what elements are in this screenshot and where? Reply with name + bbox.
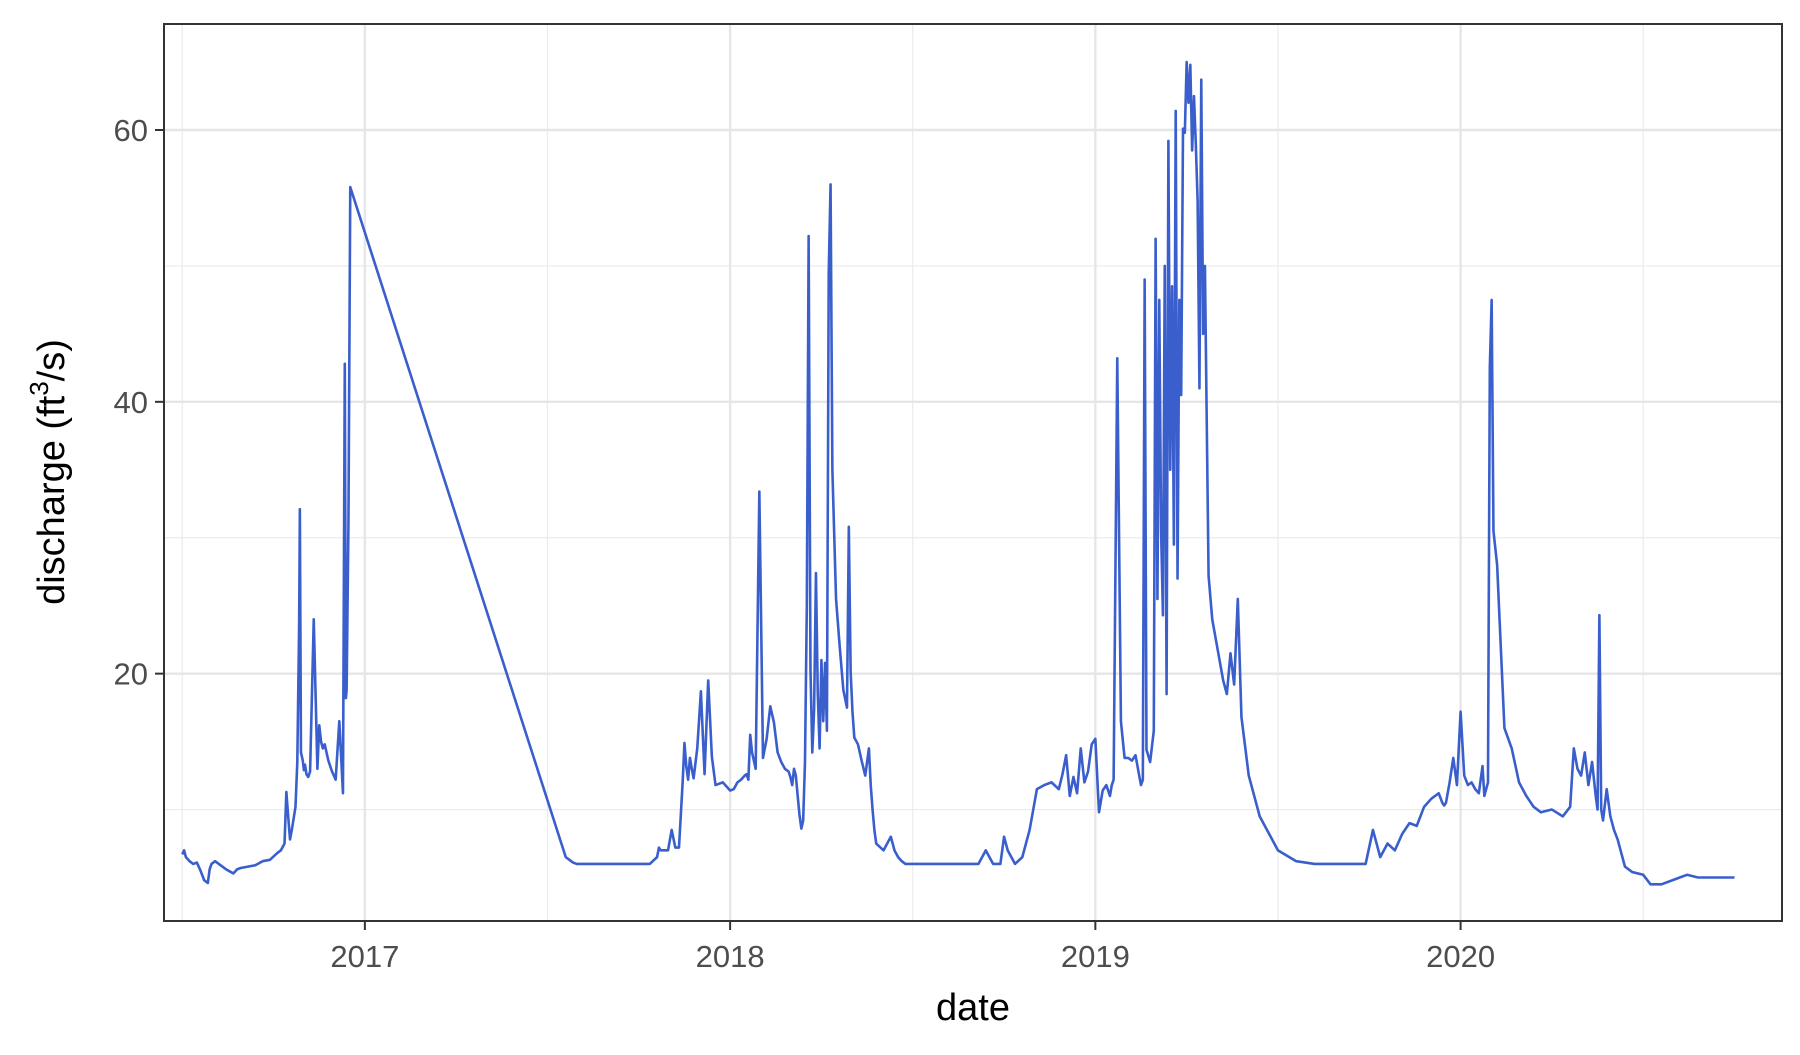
x-axis-ticks: 2017 2018 2019 2020 <box>330 921 1495 974</box>
y-axis-ticks: 20 40 60 <box>114 113 164 692</box>
discharge-series-line <box>181 60 1735 886</box>
y-axis-label-superscript: 3 <box>24 381 54 395</box>
y-tick-label: 60 <box>114 113 148 148</box>
x-axis-label: date <box>936 987 1010 1029</box>
y-axis-label-tail: /s) <box>31 339 73 381</box>
y-tick-label: 40 <box>114 385 148 420</box>
y-axis-label: discharge (ft3/s) <box>24 339 73 605</box>
gridlines <box>164 24 1782 921</box>
x-tick-label: 2020 <box>1426 939 1495 974</box>
series-layer <box>181 60 1735 886</box>
x-tick-label: 2019 <box>1061 939 1130 974</box>
y-tick-label: 20 <box>114 657 148 692</box>
panel-border <box>163 23 1783 922</box>
x-tick-label: 2018 <box>696 939 765 974</box>
y-axis-label-main: discharge (ft <box>31 395 73 605</box>
x-tick-label: 2017 <box>330 939 399 974</box>
